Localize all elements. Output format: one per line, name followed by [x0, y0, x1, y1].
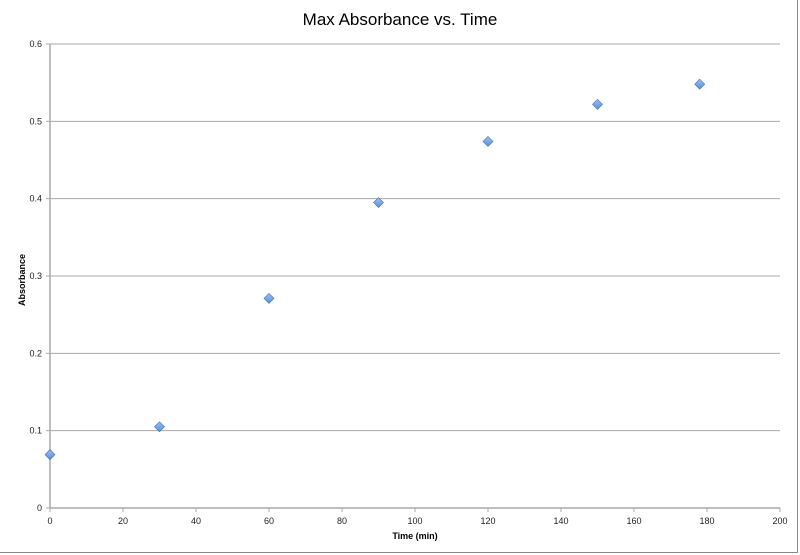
x-tick-label: 60 [264, 516, 274, 526]
x-tick-label: 200 [772, 516, 787, 526]
x-tick-label: 160 [626, 516, 641, 526]
y-tick-label: 0.5 [29, 116, 42, 126]
x-tick-label: 140 [553, 516, 568, 526]
data-point [154, 421, 165, 433]
data-point [592, 98, 603, 110]
x-tick-label: 40 [191, 516, 201, 526]
x-tick-label: 20 [118, 516, 128, 526]
y-tick-label: 0.4 [29, 194, 42, 204]
y-tick-label: 0.3 [29, 271, 42, 281]
x-tick-label: 80 [337, 516, 347, 526]
x-tick-label: 100 [407, 516, 422, 526]
chart-title: Max Absorbance vs. Time [302, 10, 498, 29]
y-tick-label: 0.2 [29, 348, 42, 358]
data-point [694, 78, 706, 90]
y-tick-label: 0.1 [29, 426, 42, 436]
data-point [44, 449, 56, 461]
data-point [263, 293, 275, 304]
y-tick-label: 0 [37, 503, 42, 513]
x-tick-label: 180 [699, 516, 714, 526]
y-tick-label: 0.6 [29, 39, 42, 49]
x-tick-label: 0 [47, 516, 52, 526]
data-point [482, 136, 494, 147]
x-tick-label: 120 [480, 516, 495, 526]
data-point [373, 197, 384, 208]
x-axis-label: Time (min) [392, 531, 438, 541]
